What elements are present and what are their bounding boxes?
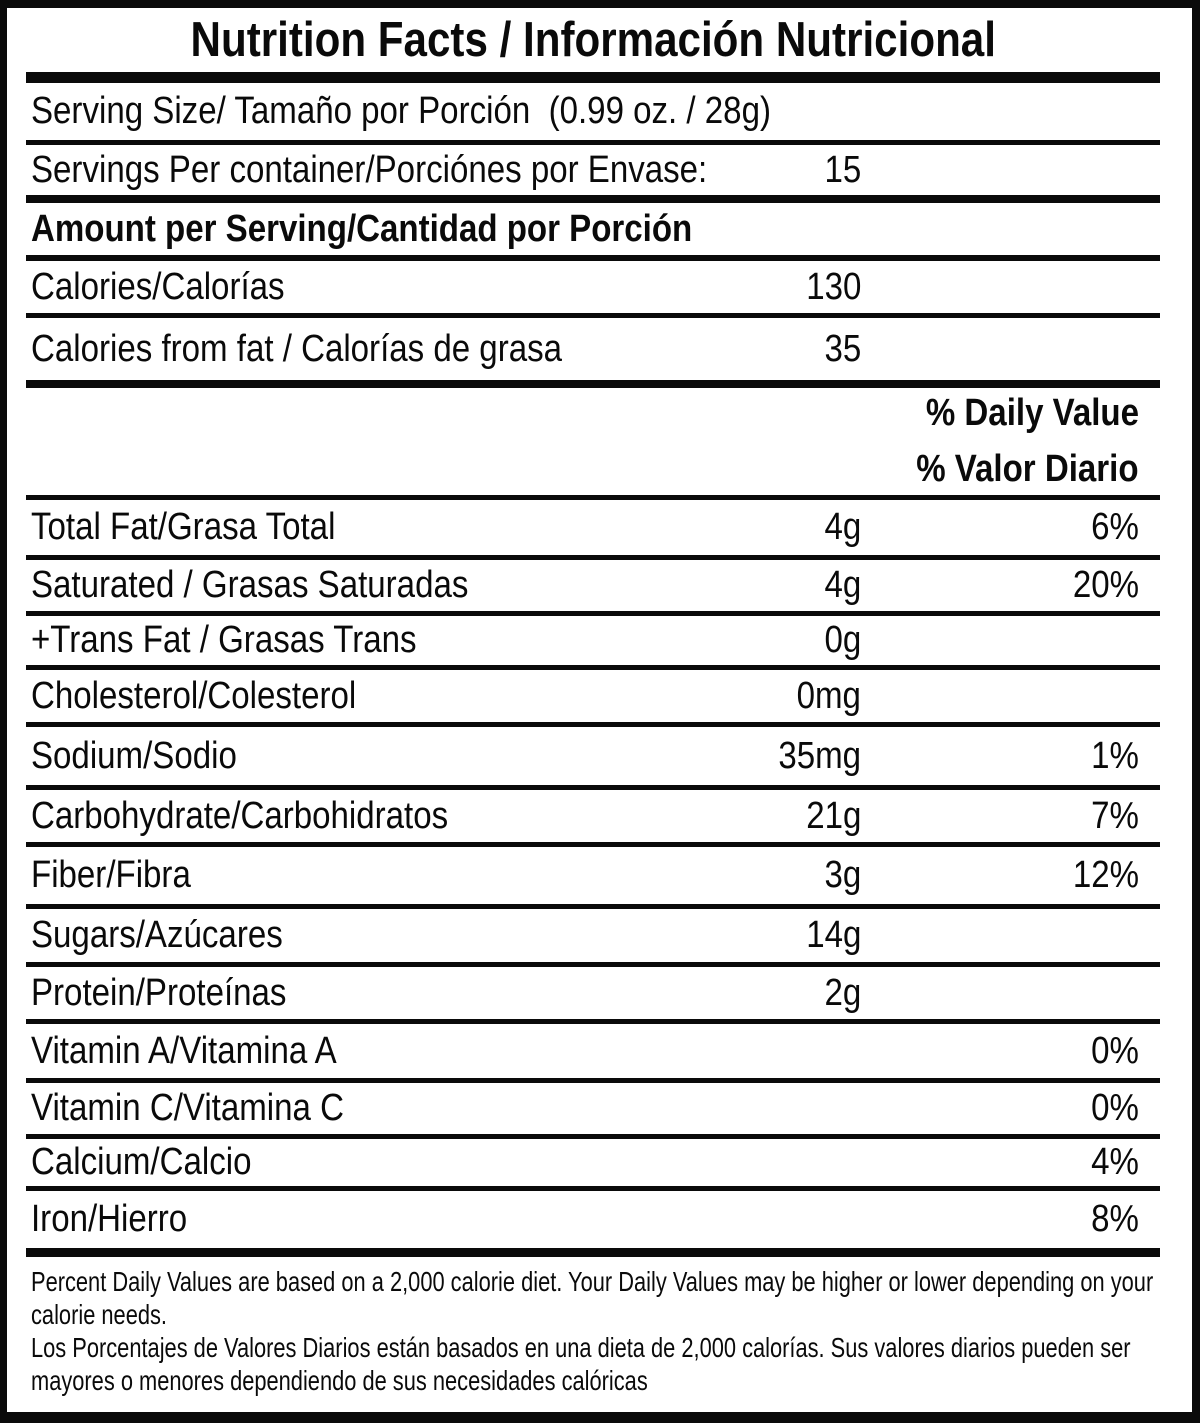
nutrient-row: Calcium/Calcio 4% bbox=[26, 1139, 1160, 1191]
nutrient-label: +Trans Fat / Grasas Trans bbox=[31, 619, 417, 661]
label-content: Nutrition Facts / Información Nutriciona… bbox=[26, 8, 1160, 1397]
nutrient-daily-value: 8% bbox=[1091, 1198, 1139, 1240]
nutrient-row: Vitamin C/Vitamina C 0% bbox=[26, 1083, 1160, 1139]
nutrient-amount: 35mg bbox=[778, 734, 861, 777]
footnote-line-es-1: Los Porcentajes de Valores Diarios están… bbox=[31, 1332, 1131, 1363]
nutrient-label: Total Fat/Grasa Total bbox=[31, 506, 336, 548]
nutrient-row: Saturated / Grasas Saturadas 4g 20% bbox=[26, 560, 1160, 616]
nutrient-daily-value: 20% bbox=[1072, 564, 1139, 606]
nutrient-daily-value: 4% bbox=[1091, 1141, 1139, 1183]
nutrient-row: +Trans Fat / Grasas Trans 0g bbox=[26, 616, 1160, 670]
nutrient-row: Carbohydrate/Carbohidratos 21g 7% bbox=[26, 790, 1160, 847]
calories-label: Calories/Calorías bbox=[31, 265, 285, 308]
daily-value-header: % Daily Value % Valor Diario bbox=[26, 388, 1160, 500]
footnote: Percent Daily Values are based on a 2,00… bbox=[26, 1257, 1160, 1397]
nutrient-daily-value: 0% bbox=[1091, 1029, 1139, 1072]
nutrient-amount: 3g bbox=[824, 854, 861, 896]
nutrient-daily-value: 7% bbox=[1091, 794, 1139, 837]
page-title: Nutrition Facts / Información Nutriciona… bbox=[190, 13, 996, 67]
servings-per-container-value: 15 bbox=[824, 148, 861, 191]
nutrient-daily-value: 12% bbox=[1072, 854, 1139, 896]
nutrient-row: Vitamin A/Vitamina A 0% bbox=[26, 1024, 1160, 1083]
nutrient-row: Iron/Hierro 8% bbox=[26, 1191, 1160, 1257]
servings-per-container-label: Servings Per container/Porciónes por Env… bbox=[31, 148, 708, 191]
servings-per-container-row: Servings Per container/Porciónes por Env… bbox=[26, 145, 1160, 203]
nutrient-label: Vitamin C/Vitamina C bbox=[31, 1087, 344, 1129]
footnote-line-en-1: Percent Daily Values are based on a 2,00… bbox=[31, 1266, 1154, 1297]
calories-from-fat-label: Calories from fat / Calorías de grasa bbox=[31, 327, 563, 370]
calories-row: Calories/Calorías 130 bbox=[26, 261, 1160, 318]
amount-per-serving-header-row: Amount per Serving/Cantidad por Porción bbox=[26, 203, 1160, 261]
amount-per-serving-header: Amount per Serving/Cantidad por Porción bbox=[31, 207, 693, 250]
nutrient-daily-value: 6% bbox=[1091, 506, 1139, 548]
nutrient-label: Sodium/Sodio bbox=[31, 734, 237, 777]
daily-value-header-es: % Valor Diario bbox=[916, 448, 1139, 490]
nutrient-daily-value: 1% bbox=[1091, 734, 1139, 777]
nutrient-label: Saturated / Grasas Saturadas bbox=[31, 564, 469, 606]
nutrient-label: Protein/Proteínas bbox=[31, 971, 287, 1014]
nutrient-amount: 2g bbox=[824, 971, 861, 1014]
calories-value: 130 bbox=[805, 265, 861, 308]
calories-from-fat-value: 35 bbox=[824, 327, 861, 370]
nutrient-amount: 4g bbox=[824, 564, 861, 606]
nutrient-label: Fiber/Fibra bbox=[31, 854, 191, 896]
nutrient-row: Total Fat/Grasa Total 4g 6% bbox=[26, 500, 1160, 560]
nutrient-amount: 0g bbox=[824, 619, 861, 661]
daily-value-header-en: % Daily Value bbox=[925, 392, 1139, 434]
calories-from-fat-row: Calories from fat / Calorías de grasa 35 bbox=[26, 318, 1160, 388]
serving-size-row: Serving Size/ Tamaño por Porción (0.99 o… bbox=[26, 83, 1160, 145]
title-row: Nutrition Facts / Información Nutriciona… bbox=[26, 8, 1160, 83]
nutrient-amount: 21g bbox=[805, 794, 861, 837]
nutrient-amount: 4g bbox=[824, 506, 861, 548]
nutrient-row: Cholesterol/Colesterol 0mg bbox=[26, 670, 1160, 727]
footnote-line-es-2: mayores o menores dependiendo de sus nec… bbox=[31, 1365, 648, 1396]
nutrient-amount: 0mg bbox=[796, 674, 861, 717]
nutrient-label: Iron/Hierro bbox=[31, 1198, 188, 1240]
nutrient-label: Cholesterol/Colesterol bbox=[31, 674, 357, 717]
nutrient-daily-value: 0% bbox=[1091, 1087, 1139, 1129]
nutrient-row: Fiber/Fibra 3g 12% bbox=[26, 847, 1160, 909]
nutrient-label: Sugars/Azúcares bbox=[31, 914, 283, 956]
nutrient-row: Protein/Proteínas 2g bbox=[26, 967, 1160, 1024]
footnote-line-en-2: calorie needs. bbox=[31, 1299, 167, 1330]
nutrient-label: Calcium/Calcio bbox=[31, 1141, 252, 1183]
nutrient-label: Vitamin A/Vitamina A bbox=[31, 1029, 337, 1072]
nutrient-amount: 14g bbox=[805, 914, 861, 956]
nutrient-rows: Total Fat/Grasa Total 4g 6% Saturated / Gra… bbox=[26, 500, 1160, 1257]
nutrient-row: Sodium/Sodio 35mg 1% bbox=[26, 727, 1160, 790]
serving-size-label: Serving Size/ Tamaño por Porción (0.99 o… bbox=[31, 90, 771, 132]
nutrient-row: Sugars/Azúcares 14g bbox=[26, 909, 1160, 967]
nutrient-label: Carbohydrate/Carbohidratos bbox=[31, 794, 449, 837]
